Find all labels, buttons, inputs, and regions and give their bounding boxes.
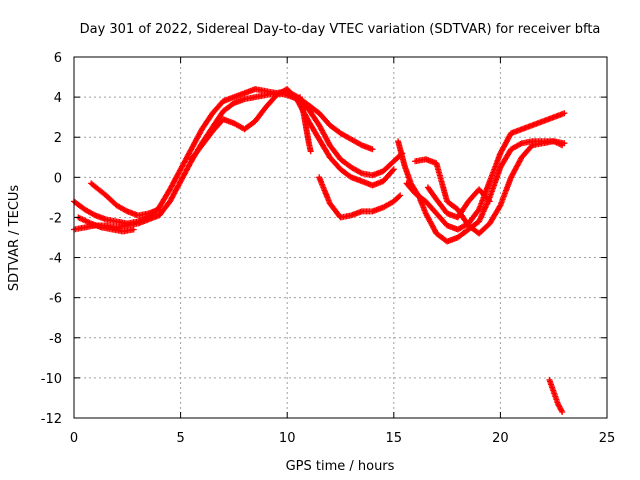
data-point bbox=[561, 140, 568, 147]
data-point bbox=[156, 206, 163, 213]
y-tick-label: 6 bbox=[54, 51, 62, 66]
y-axis-label: SDTVAR / TECUs bbox=[7, 185, 22, 292]
y-tick-label: -4 bbox=[49, 252, 62, 267]
data-point bbox=[486, 198, 493, 205]
data-point bbox=[369, 146, 376, 153]
series-track-l bbox=[546, 376, 566, 415]
y-tick-label: -8 bbox=[49, 332, 62, 347]
x-axis-label: GPS time / hours bbox=[286, 459, 395, 474]
data-point bbox=[389, 167, 396, 174]
data-point bbox=[357, 141, 364, 148]
x-tick-labels: 0 5 10 15 20 25 bbox=[70, 431, 615, 446]
axis-ticks bbox=[73, 56, 608, 419]
y-tick-label: 4 bbox=[54, 91, 62, 106]
series-track-b bbox=[71, 90, 406, 233]
y-tick-label: -10 bbox=[41, 372, 62, 387]
series-track-k bbox=[424, 184, 493, 221]
data-point bbox=[517, 141, 524, 147]
x-tick-label: 20 bbox=[492, 431, 509, 446]
data-point bbox=[357, 169, 364, 176]
x-tick-label: 0 bbox=[70, 431, 78, 446]
series-track-e bbox=[188, 86, 397, 189]
data-point bbox=[91, 211, 97, 218]
data-point bbox=[307, 148, 314, 155]
series-track-d bbox=[75, 214, 137, 235]
series-track-g bbox=[297, 94, 314, 155]
y-tick-label: -2 bbox=[49, 211, 62, 226]
series-track-h bbox=[395, 138, 566, 245]
grid bbox=[74, 57, 607, 418]
x-tick-label: 10 bbox=[279, 431, 296, 446]
series-layer bbox=[71, 86, 568, 415]
data-point bbox=[390, 166, 397, 173]
y-tick-label: 2 bbox=[54, 131, 62, 146]
x-tick-label: 15 bbox=[386, 431, 403, 446]
y-tick-labels: -12 -10 -8 -6 -4 -2 0 2 4 6 bbox=[41, 51, 62, 427]
y-tick-label: -12 bbox=[41, 412, 62, 427]
series-track-f bbox=[316, 174, 404, 221]
x-tick-label: 25 bbox=[599, 431, 616, 446]
data-point bbox=[396, 193, 403, 200]
chart-title: Day 301 of 2022, Sidereal Day-to-day VTE… bbox=[80, 22, 601, 37]
y-tick-label: -6 bbox=[49, 292, 62, 307]
series-track-i bbox=[403, 110, 568, 233]
data-point bbox=[485, 197, 492, 204]
data-point bbox=[561, 110, 568, 117]
y-tick-label: 0 bbox=[54, 171, 62, 186]
data-point bbox=[130, 226, 137, 233]
data-point bbox=[397, 192, 404, 199]
data-point bbox=[559, 409, 566, 415]
x-tick-label: 5 bbox=[176, 431, 184, 446]
series-track-c bbox=[88, 180, 163, 219]
plot-frame bbox=[73, 56, 608, 419]
